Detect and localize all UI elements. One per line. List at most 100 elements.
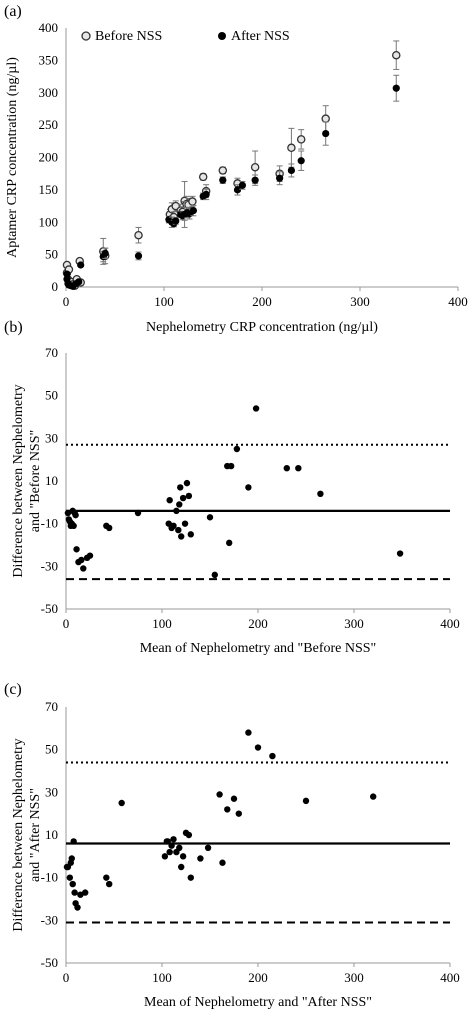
panel-a-y-tick-label: 150 <box>39 182 59 197</box>
panel-b-point <box>181 520 189 527</box>
panel-a-label: (a) <box>4 3 22 20</box>
panel-c-point <box>230 795 238 802</box>
panel-a-x-tick-label: 300 <box>350 294 370 309</box>
panel-b-point <box>134 509 142 517</box>
panel-c-point <box>166 848 173 856</box>
panel-a-point-before-nss <box>218 166 228 175</box>
panel-b-y-tick-label: 50 <box>45 388 58 403</box>
panel-c-point <box>118 799 125 807</box>
panel-a-point-after-nss <box>322 129 330 138</box>
panel-a-y-tick-label: 400 <box>39 20 59 35</box>
panel-a-x-tick-label: 0 <box>63 294 70 309</box>
panel-a-point-after-nss <box>238 181 246 189</box>
panel-c-point <box>74 904 81 911</box>
panel-a-point-before-nss <box>321 114 330 123</box>
panel-b-point <box>226 539 233 547</box>
panel-a-x-tick-label: 400 <box>448 294 468 309</box>
panel-c-x-axis-label: Mean of Nephelometry and "After NSS" <box>144 995 372 1010</box>
panel-b-point <box>80 565 87 572</box>
panel-a-point-after-nss <box>101 249 109 257</box>
panel-c-point <box>224 806 231 813</box>
panel-a-legend-marker <box>81 31 91 41</box>
panel-c-point <box>302 797 310 805</box>
panel-c-point <box>69 880 76 888</box>
panel-a-point-after-nss <box>287 166 295 175</box>
panel-a-y-axis-label: Aptamer CRP concentration (ng/µl) <box>5 57 20 258</box>
panel-c-x-tick-label: 200 <box>248 970 268 985</box>
panel-a-y-tick-label: 300 <box>39 85 59 100</box>
panel-c-point <box>176 844 183 851</box>
panel-b-point <box>177 484 184 491</box>
panel-b-point <box>173 507 180 515</box>
panel-a-x-tick-label: 200 <box>252 294 272 309</box>
panel-a-point-before-nss <box>250 162 260 172</box>
panel-a-legend-label: Before NSS <box>95 29 162 44</box>
panel-a-y-tick-label: 100 <box>39 214 59 229</box>
panel-b-point <box>73 546 80 553</box>
panel-a-point-before-nss <box>392 50 401 60</box>
panel-c-point <box>161 853 169 860</box>
panel-a-point-after-nss <box>233 186 242 194</box>
panel-a-y-tick-label: 250 <box>39 117 59 132</box>
panel-b-y-tick-label: 10 <box>45 473 58 488</box>
panel-c-point <box>68 855 75 862</box>
panel-b-point <box>86 552 94 559</box>
panel-b-y-axis-label-line: Difference between Nephelometry <box>11 384 26 577</box>
panel-b-y-tick-label: 30 <box>45 430 58 445</box>
panel-c-point <box>219 859 226 866</box>
panel-c-point <box>170 836 177 843</box>
panel-a-point-after-nss <box>392 84 400 92</box>
panel-b-point <box>245 484 252 491</box>
panel-c-y-tick-label: 50 <box>45 742 58 757</box>
panel-c-x-tick-label: 100 <box>152 970 172 985</box>
panel-b-point <box>252 405 260 412</box>
panel-b-point <box>70 522 77 529</box>
panel-a-point-before-nss <box>198 172 208 182</box>
panel-b-point <box>170 522 177 529</box>
panel-c-label: (c) <box>4 681 22 698</box>
panel-c-point <box>185 831 193 839</box>
panel-a-point-after-nss <box>189 206 197 215</box>
panel-a-x-axis-label: Nephelometry CRP concentration (ng/µl) <box>146 320 378 335</box>
panel-b-point <box>295 465 302 472</box>
panel-a-y-tick-label: 50 <box>45 247 58 262</box>
panel-c-point <box>235 810 242 817</box>
panel-c-point <box>168 842 175 849</box>
panel-c-y-tick-label: -50 <box>41 955 58 970</box>
panel-b-point <box>187 531 194 538</box>
panel-c-point <box>66 874 74 881</box>
panel-a-legend-marker <box>218 32 226 40</box>
panel-a-point-after-nss <box>297 157 305 165</box>
panel-c-point <box>269 752 276 760</box>
panel-a-point-after-nss <box>75 278 83 286</box>
panel-b-x-tick-label: 200 <box>248 616 268 631</box>
panel-b-point <box>176 501 183 508</box>
panel-a-point-before-nss <box>287 143 296 153</box>
panel-a-point-after-nss <box>63 270 71 278</box>
panel-b-point <box>78 556 85 564</box>
panel-a-point-before-nss <box>296 135 306 144</box>
panel-c-x-tick-label: 300 <box>344 970 364 985</box>
panel-a-point-after-nss <box>219 176 227 184</box>
panel-b-point <box>72 511 79 519</box>
panel-b-x-tick-label: 400 <box>440 616 460 631</box>
panel-b-x-tick-label: 300 <box>344 616 364 631</box>
panel-c-point <box>216 791 223 798</box>
panel-c-point <box>187 874 194 881</box>
panel-c-y-axis-label-line: Difference between Nephelometry <box>11 738 26 931</box>
panel-b-y-tick-label: -10 <box>41 516 58 531</box>
panel-a-point-after-nss <box>276 174 284 182</box>
panel-a-point-after-nss <box>251 176 259 184</box>
panel-c-point <box>178 863 185 871</box>
panel-a-point-after-nss <box>77 261 85 269</box>
panel-c-y-tick-label: 10 <box>45 827 58 842</box>
panel-b-point <box>175 526 182 534</box>
panel-c-point <box>179 853 187 860</box>
panel-b-point <box>227 462 235 470</box>
panel-c-point <box>164 838 171 845</box>
panel-b-point <box>317 490 324 497</box>
panel-b-point <box>206 514 214 521</box>
panel-c-x-tick-label: 400 <box>440 970 460 985</box>
panel-c-point <box>106 880 113 888</box>
